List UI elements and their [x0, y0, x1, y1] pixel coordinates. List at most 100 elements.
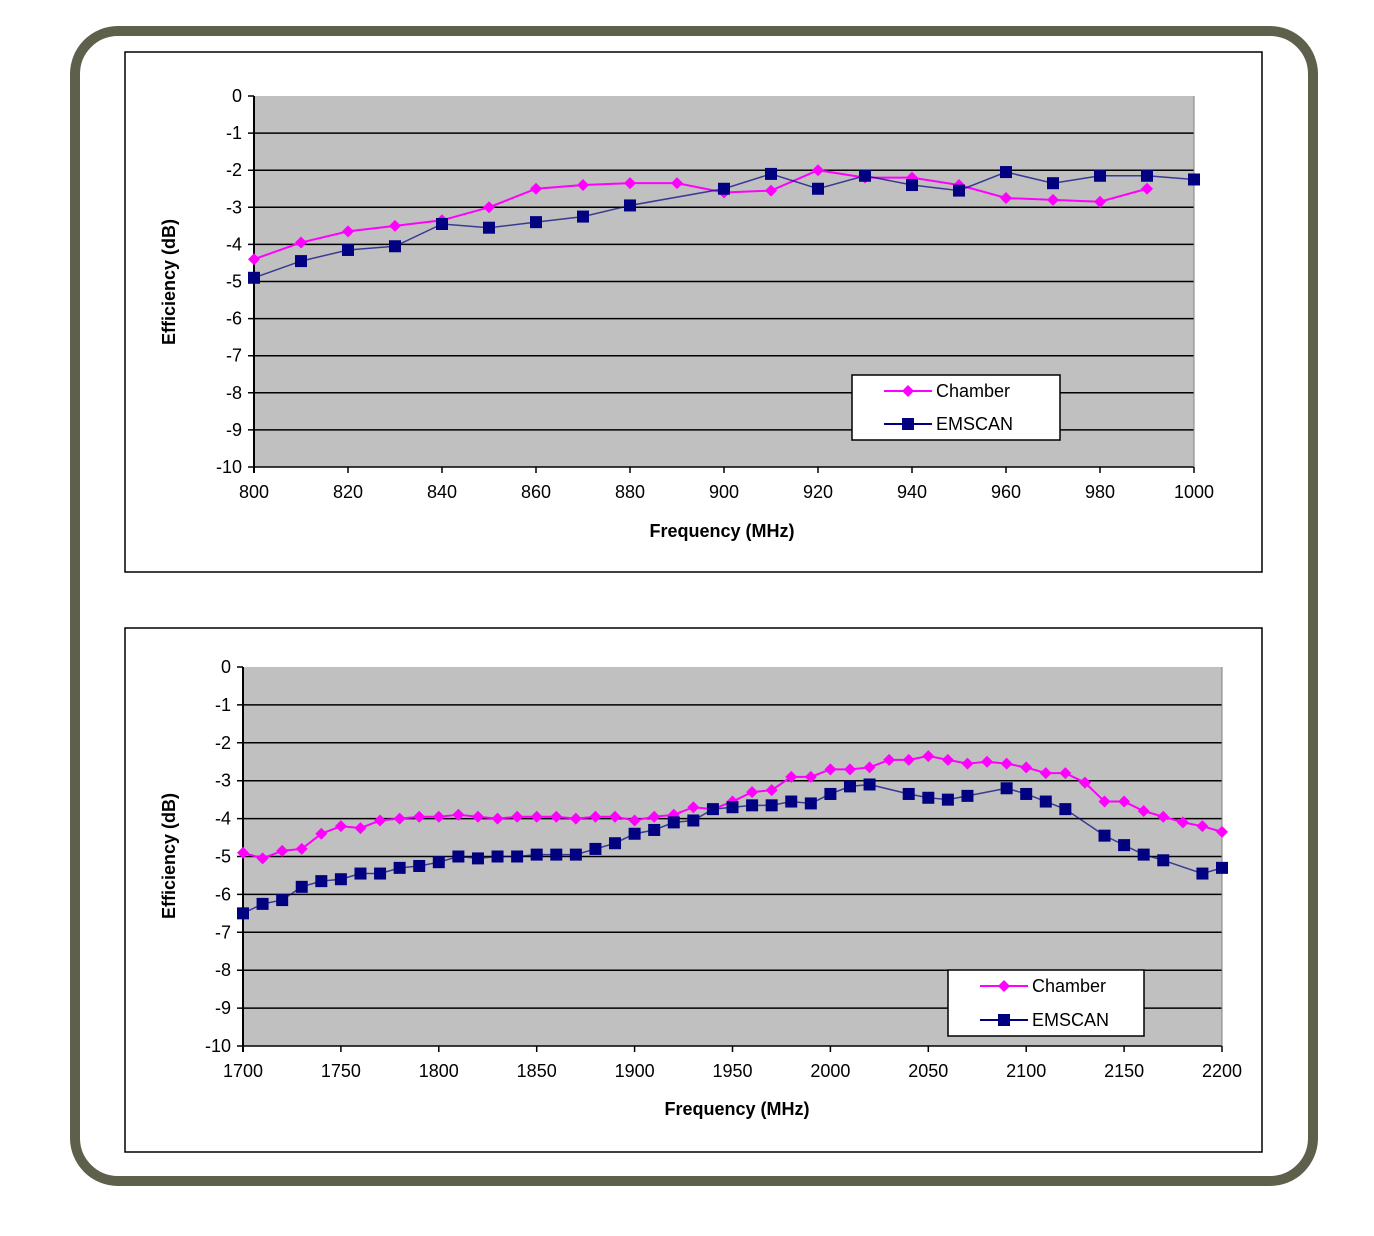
data-point [491, 812, 504, 825]
data-point [648, 823, 661, 836]
data-point [589, 810, 602, 823]
y-tick-label: -10 [216, 457, 242, 477]
data-point [883, 753, 896, 766]
x-tick-label: 840 [427, 482, 457, 502]
legend-label: Chamber [936, 381, 1010, 401]
data-point [1000, 166, 1012, 179]
y-tick-label: -6 [215, 884, 231, 904]
data-point [511, 810, 524, 823]
data-point [530, 216, 542, 229]
data-point [785, 770, 798, 783]
data-point [906, 179, 918, 192]
data-point [671, 177, 683, 190]
x-axis-label: Frequency (MHz) [649, 521, 794, 541]
data-point [1047, 193, 1059, 206]
data-point [843, 763, 856, 776]
y-axis-label: Efficiency (dB) [159, 793, 179, 919]
y-tick-label: -4 [215, 809, 231, 829]
data-point [765, 799, 778, 812]
data-point [1094, 195, 1106, 208]
data-point [393, 861, 406, 874]
y-tick-label: -9 [215, 998, 231, 1018]
data-point [295, 842, 308, 855]
data-point [295, 255, 307, 268]
legend-label: EMSCAN [1032, 1010, 1109, 1030]
y-tick-label: -3 [226, 197, 242, 217]
data-point [1000, 782, 1013, 795]
y-tick-label: -5 [215, 847, 231, 867]
data-point [1078, 776, 1091, 789]
data-point [1000, 192, 1012, 205]
data-point [354, 822, 367, 835]
legend-marker [902, 385, 914, 397]
y-tick-label: -3 [215, 771, 231, 791]
data-point [785, 795, 798, 808]
data-point [389, 219, 401, 232]
data-point [550, 848, 563, 861]
series-emscan [248, 166, 1200, 284]
data-point [1196, 820, 1209, 833]
x-tick-label: 1800 [419, 1061, 459, 1081]
data-point [624, 177, 636, 190]
y-tick-label: -4 [226, 234, 242, 254]
data-point [812, 182, 824, 195]
data-point [981, 755, 994, 768]
data-point [295, 880, 308, 893]
data-point [1094, 169, 1106, 182]
y-tick-label: -5 [226, 272, 242, 292]
y-tick-label: -7 [215, 922, 231, 942]
x-tick-label: 2000 [810, 1061, 850, 1081]
legend-label: EMSCAN [936, 414, 1013, 434]
data-point [922, 791, 935, 804]
data-point [941, 753, 954, 766]
series-line [253, 171, 1195, 279]
x-axis-label: Frequency (MHz) [664, 1099, 809, 1119]
data-point [863, 761, 876, 774]
y-tick-label: -1 [226, 123, 242, 143]
data-point [1098, 795, 1111, 808]
data-point [237, 907, 249, 920]
data-point [276, 894, 289, 907]
y-axis-label: Efficiency (dB) [159, 219, 179, 345]
data-point [315, 875, 328, 888]
data-point [374, 814, 387, 827]
x-tick-label: 920 [803, 482, 833, 502]
data-point [237, 846, 249, 859]
data-point [491, 850, 504, 863]
data-point [648, 810, 661, 823]
data-point [765, 184, 777, 197]
data-point [413, 859, 426, 872]
legend-marker [998, 1014, 1010, 1026]
data-point [1216, 825, 1228, 838]
data-point [432, 810, 445, 823]
data-point [1176, 816, 1189, 829]
data-point [436, 217, 448, 230]
data-point [256, 852, 269, 865]
x-tick-label: 1850 [517, 1061, 557, 1081]
data-point [628, 827, 641, 840]
data-point [589, 842, 602, 855]
x-tick-label: 1750 [321, 1061, 361, 1081]
legend-marker [998, 980, 1010, 992]
data-point [824, 763, 837, 776]
data-point [1047, 177, 1059, 190]
legend-label: Chamber [1032, 976, 1106, 996]
data-point [511, 850, 524, 863]
data-point [812, 164, 824, 177]
series-chamber [248, 164, 1153, 266]
y-tick-label: 0 [232, 86, 242, 106]
y-tick-label: -9 [226, 420, 242, 440]
y-tick-label: -1 [215, 695, 231, 715]
x-tick-label: 1700 [223, 1061, 263, 1081]
data-point [530, 182, 542, 195]
data-point [859, 169, 871, 182]
data-point [432, 856, 445, 869]
data-point [1157, 810, 1170, 823]
data-point [1020, 787, 1033, 800]
y-tick-label: -8 [215, 960, 231, 980]
data-point [530, 848, 543, 861]
x-tick-label: 940 [897, 482, 927, 502]
data-point [804, 797, 817, 810]
data-point [667, 816, 680, 829]
